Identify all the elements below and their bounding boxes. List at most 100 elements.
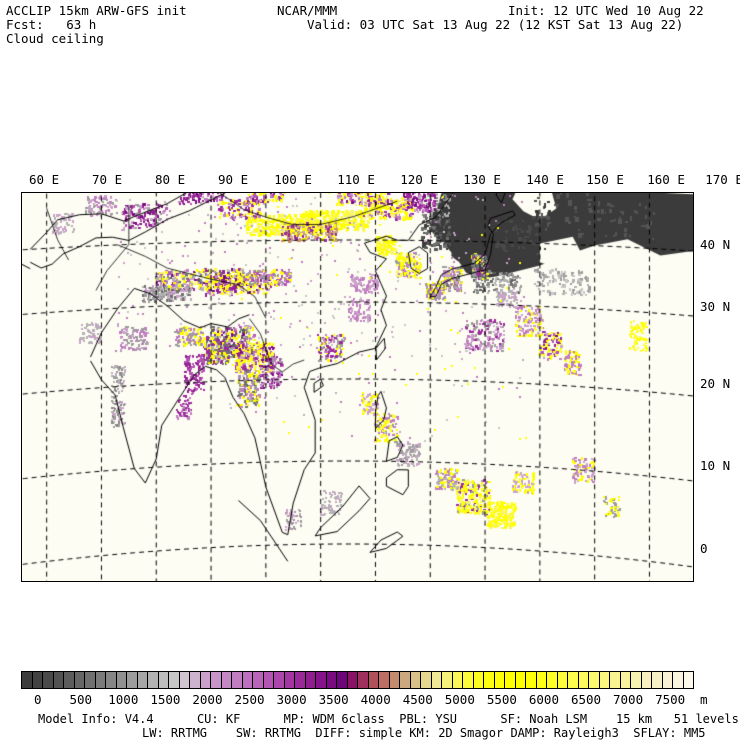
field-name: Cloud ceiling — [6, 31, 104, 46]
lon-tick-160E: 160 E — [647, 172, 685, 187]
model-info-line-1: Model Info: V4.4 CU: KF MP: WDM 6class P… — [38, 712, 740, 726]
lon-tick-120E: 120 E — [400, 172, 438, 187]
colorbar-tick-3500: 3500 — [318, 692, 349, 707]
colorbar-swatch-56 — [610, 672, 621, 688]
colorbar-tick-7500: 7500 — [655, 692, 686, 707]
colorbar-tick-4000: 4000 — [360, 692, 391, 707]
colorbar-swatch-31 — [347, 672, 358, 688]
colorbar-swatch-32 — [358, 672, 369, 688]
colorbar-swatch-14 — [169, 672, 180, 688]
colorbar-swatch-15 — [179, 672, 190, 688]
colorbar-swatch-63 — [683, 672, 693, 688]
init-time: Init: 12 UTC Wed 10 Aug 22 — [508, 3, 704, 18]
colorbar-swatch-25 — [284, 672, 295, 688]
lat-tick-30N: 30 N — [700, 299, 731, 314]
colorbar-swatch-28 — [316, 672, 327, 688]
colorbar-swatch-3 — [53, 672, 64, 688]
colorbar-swatch-9 — [116, 672, 127, 688]
colorbar-tick-500: 500 — [69, 692, 93, 707]
colorbar-swatch-40 — [442, 672, 453, 688]
colorbar-tick-7000: 7000 — [613, 692, 644, 707]
lat-tick-0: 0 — [700, 541, 708, 556]
colorbar-swatch-33 — [368, 672, 379, 688]
colorbar-swatch-43 — [473, 672, 484, 688]
lon-tick-150E: 150 E — [586, 172, 624, 187]
colorbar-swatch-19 — [221, 672, 232, 688]
colorbar-swatch-50 — [547, 672, 558, 688]
colorbar-swatch-12 — [148, 672, 159, 688]
colorbar-tick-5000: 5000 — [444, 692, 475, 707]
lat-tick-40N: 40 N — [700, 237, 731, 252]
colorbar-swatch-39 — [431, 672, 442, 688]
lon-tick-90E: 90 E — [218, 172, 249, 187]
colorbar-swatch-34 — [379, 672, 390, 688]
colorbar-tick-6000: 6000 — [528, 692, 559, 707]
colorbar-swatch-7 — [95, 672, 106, 688]
colorbar-swatch-36 — [400, 672, 411, 688]
lon-tick-70E: 70 E — [92, 172, 123, 187]
colorbar-swatch-46 — [505, 672, 516, 688]
colorbar-swatch-24 — [274, 672, 285, 688]
colorbar-swatch-4 — [64, 672, 75, 688]
colorbar-unit-label: m — [700, 692, 708, 707]
colorbar-swatch-13 — [158, 672, 169, 688]
lat-tick-10N: 10 N — [700, 458, 731, 473]
colorbar-swatch-30 — [337, 672, 348, 688]
lon-tick-130E: 130 E — [463, 172, 501, 187]
colorbar-swatch-0 — [22, 672, 33, 688]
colorbar-swatch-49 — [536, 672, 547, 688]
model-info-line-2: LW: RRTMG SW: RRTMG DIFF: simple KM: 2D … — [142, 726, 706, 740]
colorbar-swatch-58 — [631, 672, 642, 688]
cloud-ceiling-field — [22, 193, 693, 581]
colorbar-swatch-29 — [326, 672, 337, 688]
colorbar-tick-1000: 1000 — [108, 692, 139, 707]
colorbar-tick-5500: 5500 — [486, 692, 517, 707]
colorbar-swatch-16 — [190, 672, 201, 688]
colorbar-swatch-22 — [253, 672, 264, 688]
colorbar-swatch-18 — [211, 672, 222, 688]
colorbar-swatch-57 — [620, 672, 631, 688]
colorbar-tick-6500: 6500 — [570, 692, 602, 707]
colorbar-swatch-54 — [589, 672, 600, 688]
lon-tick-140E: 140 E — [526, 172, 564, 187]
colorbar-swatch-17 — [200, 672, 211, 688]
lon-tick-80E: 80 E — [155, 172, 186, 187]
forecast-hour: Fcst: 63 h — [6, 17, 97, 32]
colorbar-swatch-1 — [32, 672, 43, 688]
colorbar-swatch-2 — [43, 672, 54, 688]
lat-tick-20N: 20 N — [700, 376, 731, 391]
colorbar-swatch-52 — [568, 672, 579, 688]
colorbar-swatch-53 — [578, 672, 589, 688]
colorbar-swatch-38 — [421, 672, 432, 688]
colorbar-swatch-41 — [452, 672, 463, 688]
colorbar-tick-4500: 4500 — [402, 692, 433, 707]
colorbar-swatch-47 — [515, 672, 526, 688]
valid-time: Valid: 03 UTC Sat 13 Aug 22 (12 KST Sat … — [307, 17, 684, 32]
colorbar — [21, 671, 694, 689]
colorbar-tick-2500: 2500 — [234, 692, 265, 707]
model-title: ACCLIP 15km ARW-GFS init — [6, 3, 187, 18]
colorbar-tick-3000: 3000 — [276, 692, 307, 707]
colorbar-swatch-8 — [106, 672, 117, 688]
colorbar-swatch-6 — [85, 672, 96, 688]
map-plot-area — [21, 192, 694, 582]
colorbar-swatch-59 — [641, 672, 652, 688]
colorbar-swatch-5 — [74, 672, 85, 688]
colorbar-swatch-27 — [305, 672, 316, 688]
colorbar-swatch-37 — [410, 672, 421, 688]
colorbar-swatch-48 — [526, 672, 537, 688]
colorbar-swatch-51 — [557, 672, 568, 688]
colorbar-swatch-20 — [232, 672, 243, 688]
colorbar-swatch-42 — [463, 672, 474, 688]
colorbar-swatch-26 — [295, 672, 306, 688]
lon-tick-170E: 170 E — [705, 172, 740, 187]
colorbar-tick-0: 0 — [34, 692, 42, 707]
center-label: NCAR/MMM — [277, 3, 338, 18]
colorbar-swatch-21 — [242, 672, 253, 688]
lon-tick-60E: 60 E — [29, 172, 60, 187]
colorbar-swatch-45 — [494, 672, 505, 688]
lon-tick-100E: 100 E — [274, 172, 312, 187]
colorbar-swatch-11 — [137, 672, 148, 688]
colorbar-swatch-55 — [599, 672, 610, 688]
lon-tick-110E: 110 E — [337, 172, 375, 187]
